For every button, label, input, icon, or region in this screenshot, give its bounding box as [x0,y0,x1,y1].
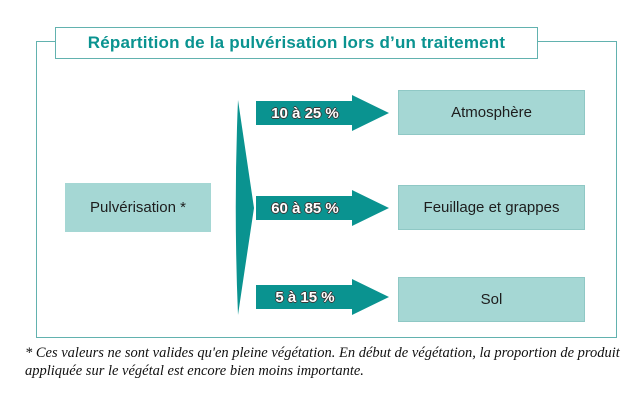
node-feuillage: Feuillage et grappes [398,185,585,230]
split-bracket-shape [235,100,254,315]
node-feuillage-label: Feuillage et grappes [423,199,560,216]
node-sol-label: Sol [480,291,503,308]
rate-label-atmosphere: 10 à 25 % [271,104,339,122]
node-pulverisation: Pulvérisation * [65,183,211,232]
node-pulverisation-label: Pulvérisation * [90,199,186,216]
footnote: * Ces valeurs ne sont valides qu'en plei… [25,345,620,380]
diagram-title-box: Répartition de la pulvérisation lors d’u… [55,27,538,59]
rate-label-sol: 5 à 15 % [275,288,335,306]
node-atmosphere: Atmosphère [398,90,585,135]
arrow-atmosphere [256,95,389,131]
node-atmosphere-label: Atmosphère [451,104,532,121]
node-sol: Sol [398,277,585,322]
arrow-sol [256,279,389,315]
arrow-feuillage [256,190,389,226]
rate-label-feuillage: 60 à 85 % [271,199,339,217]
diagram-title: Répartition de la pulvérisation lors d’u… [87,33,506,52]
